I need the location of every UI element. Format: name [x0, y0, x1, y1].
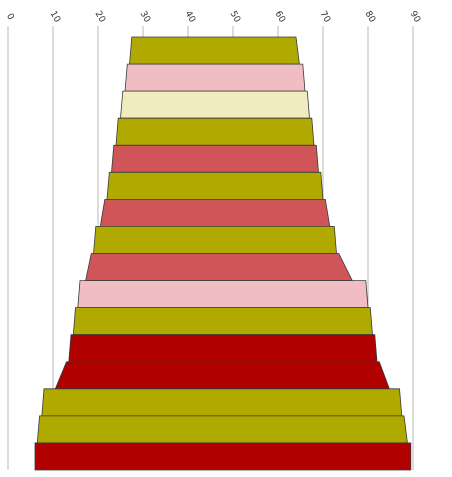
funnel-band-13 [54, 361, 390, 390]
funnel-band-11 [72, 307, 373, 336]
funnel-band-1 [129, 36, 300, 65]
x-tick-label-80: 80 [363, 10, 378, 25]
x-tick-label-10: 10 [48, 10, 63, 25]
x-tick-label-60: 60 [273, 10, 288, 25]
x-tick-label-90: 90 [408, 10, 423, 25]
funnel-band-15 [36, 415, 408, 444]
funnel-band-2 [124, 63, 306, 92]
funnel-band-6 [106, 171, 324, 200]
funnel-band-5 [111, 144, 319, 173]
funnel-band-7 [99, 198, 331, 227]
funnel-band-16 [34, 442, 412, 471]
funnel-band-12 [68, 334, 378, 363]
x-tick-label-20: 20 [93, 10, 108, 25]
x-axis-tick-labels: 0 10 20 30 40 50 60 70 80 90 [4, 10, 422, 25]
x-tick-label-0: 0 [4, 12, 16, 22]
funnel-band-14 [41, 388, 403, 417]
funnel-band-10 [77, 280, 369, 309]
funnel-band-8 [93, 225, 337, 254]
x-tick-label-70: 70 [318, 10, 333, 25]
funnel-band-9 [85, 253, 353, 282]
funnel-band-4 [115, 117, 315, 146]
funnel-band-3 [120, 90, 310, 119]
x-tick-label-30: 30 [138, 10, 153, 25]
funnel-bands [34, 36, 412, 471]
x-tick-label-50: 50 [228, 10, 243, 25]
x-tick-label-40: 40 [183, 10, 198, 25]
